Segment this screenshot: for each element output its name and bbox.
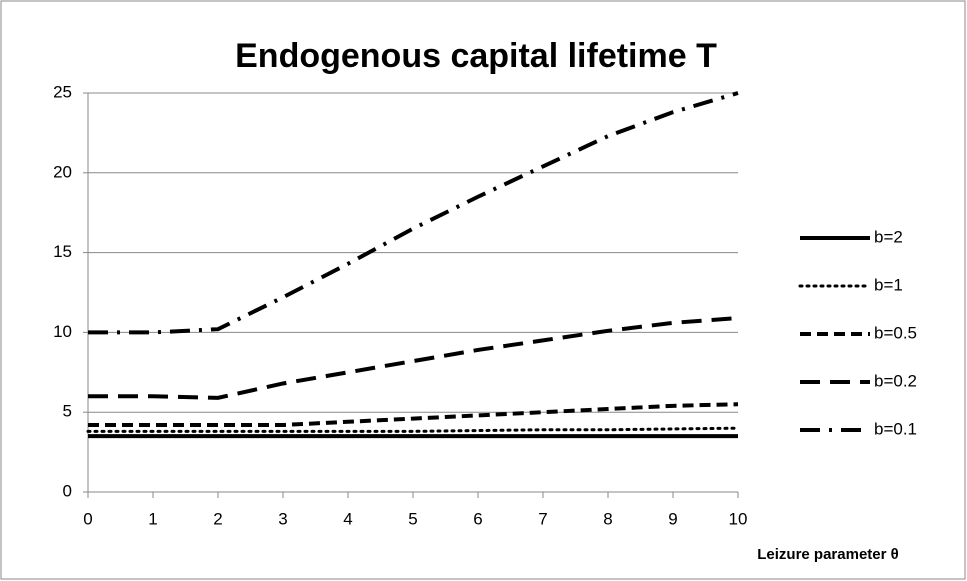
x-tick-label: 5 [408, 509, 417, 528]
legend-label: b=1 [874, 275, 903, 294]
x-tick-label: 10 [729, 509, 748, 528]
y-tick-label: 10 [53, 322, 72, 341]
y-tick-label: 25 [53, 82, 72, 101]
x-tick-label: 6 [473, 509, 482, 528]
x-tick-label: 2 [213, 509, 222, 528]
y-tick-label: 5 [63, 402, 72, 421]
x-tick-label: 4 [343, 509, 352, 528]
x-tick-label: 0 [83, 509, 92, 528]
x-tick-label: 7 [538, 509, 547, 528]
series-line [88, 402, 739, 427]
chart-title: Endogenous capital lifetime T [235, 37, 717, 75]
x-tick-label: 1 [148, 509, 157, 528]
x-tick-label: 3 [278, 509, 287, 528]
series-line [88, 91, 739, 335]
y-tick-label: 0 [63, 481, 72, 500]
legend-label: b=0.1 [874, 419, 917, 438]
legend-label: b=2 [874, 227, 903, 246]
x-tick-label: 8 [603, 509, 612, 528]
legend-label: b=0.5 [874, 323, 917, 342]
y-tick-label: 20 [53, 162, 72, 181]
x-tick-label: 9 [668, 509, 677, 528]
x-axis-label: Leizure parameter θ [757, 546, 899, 563]
series-line [86, 426, 740, 433]
y-tick-label: 15 [53, 242, 72, 261]
series-line [88, 316, 739, 400]
legend-label: b=0.2 [874, 371, 917, 390]
